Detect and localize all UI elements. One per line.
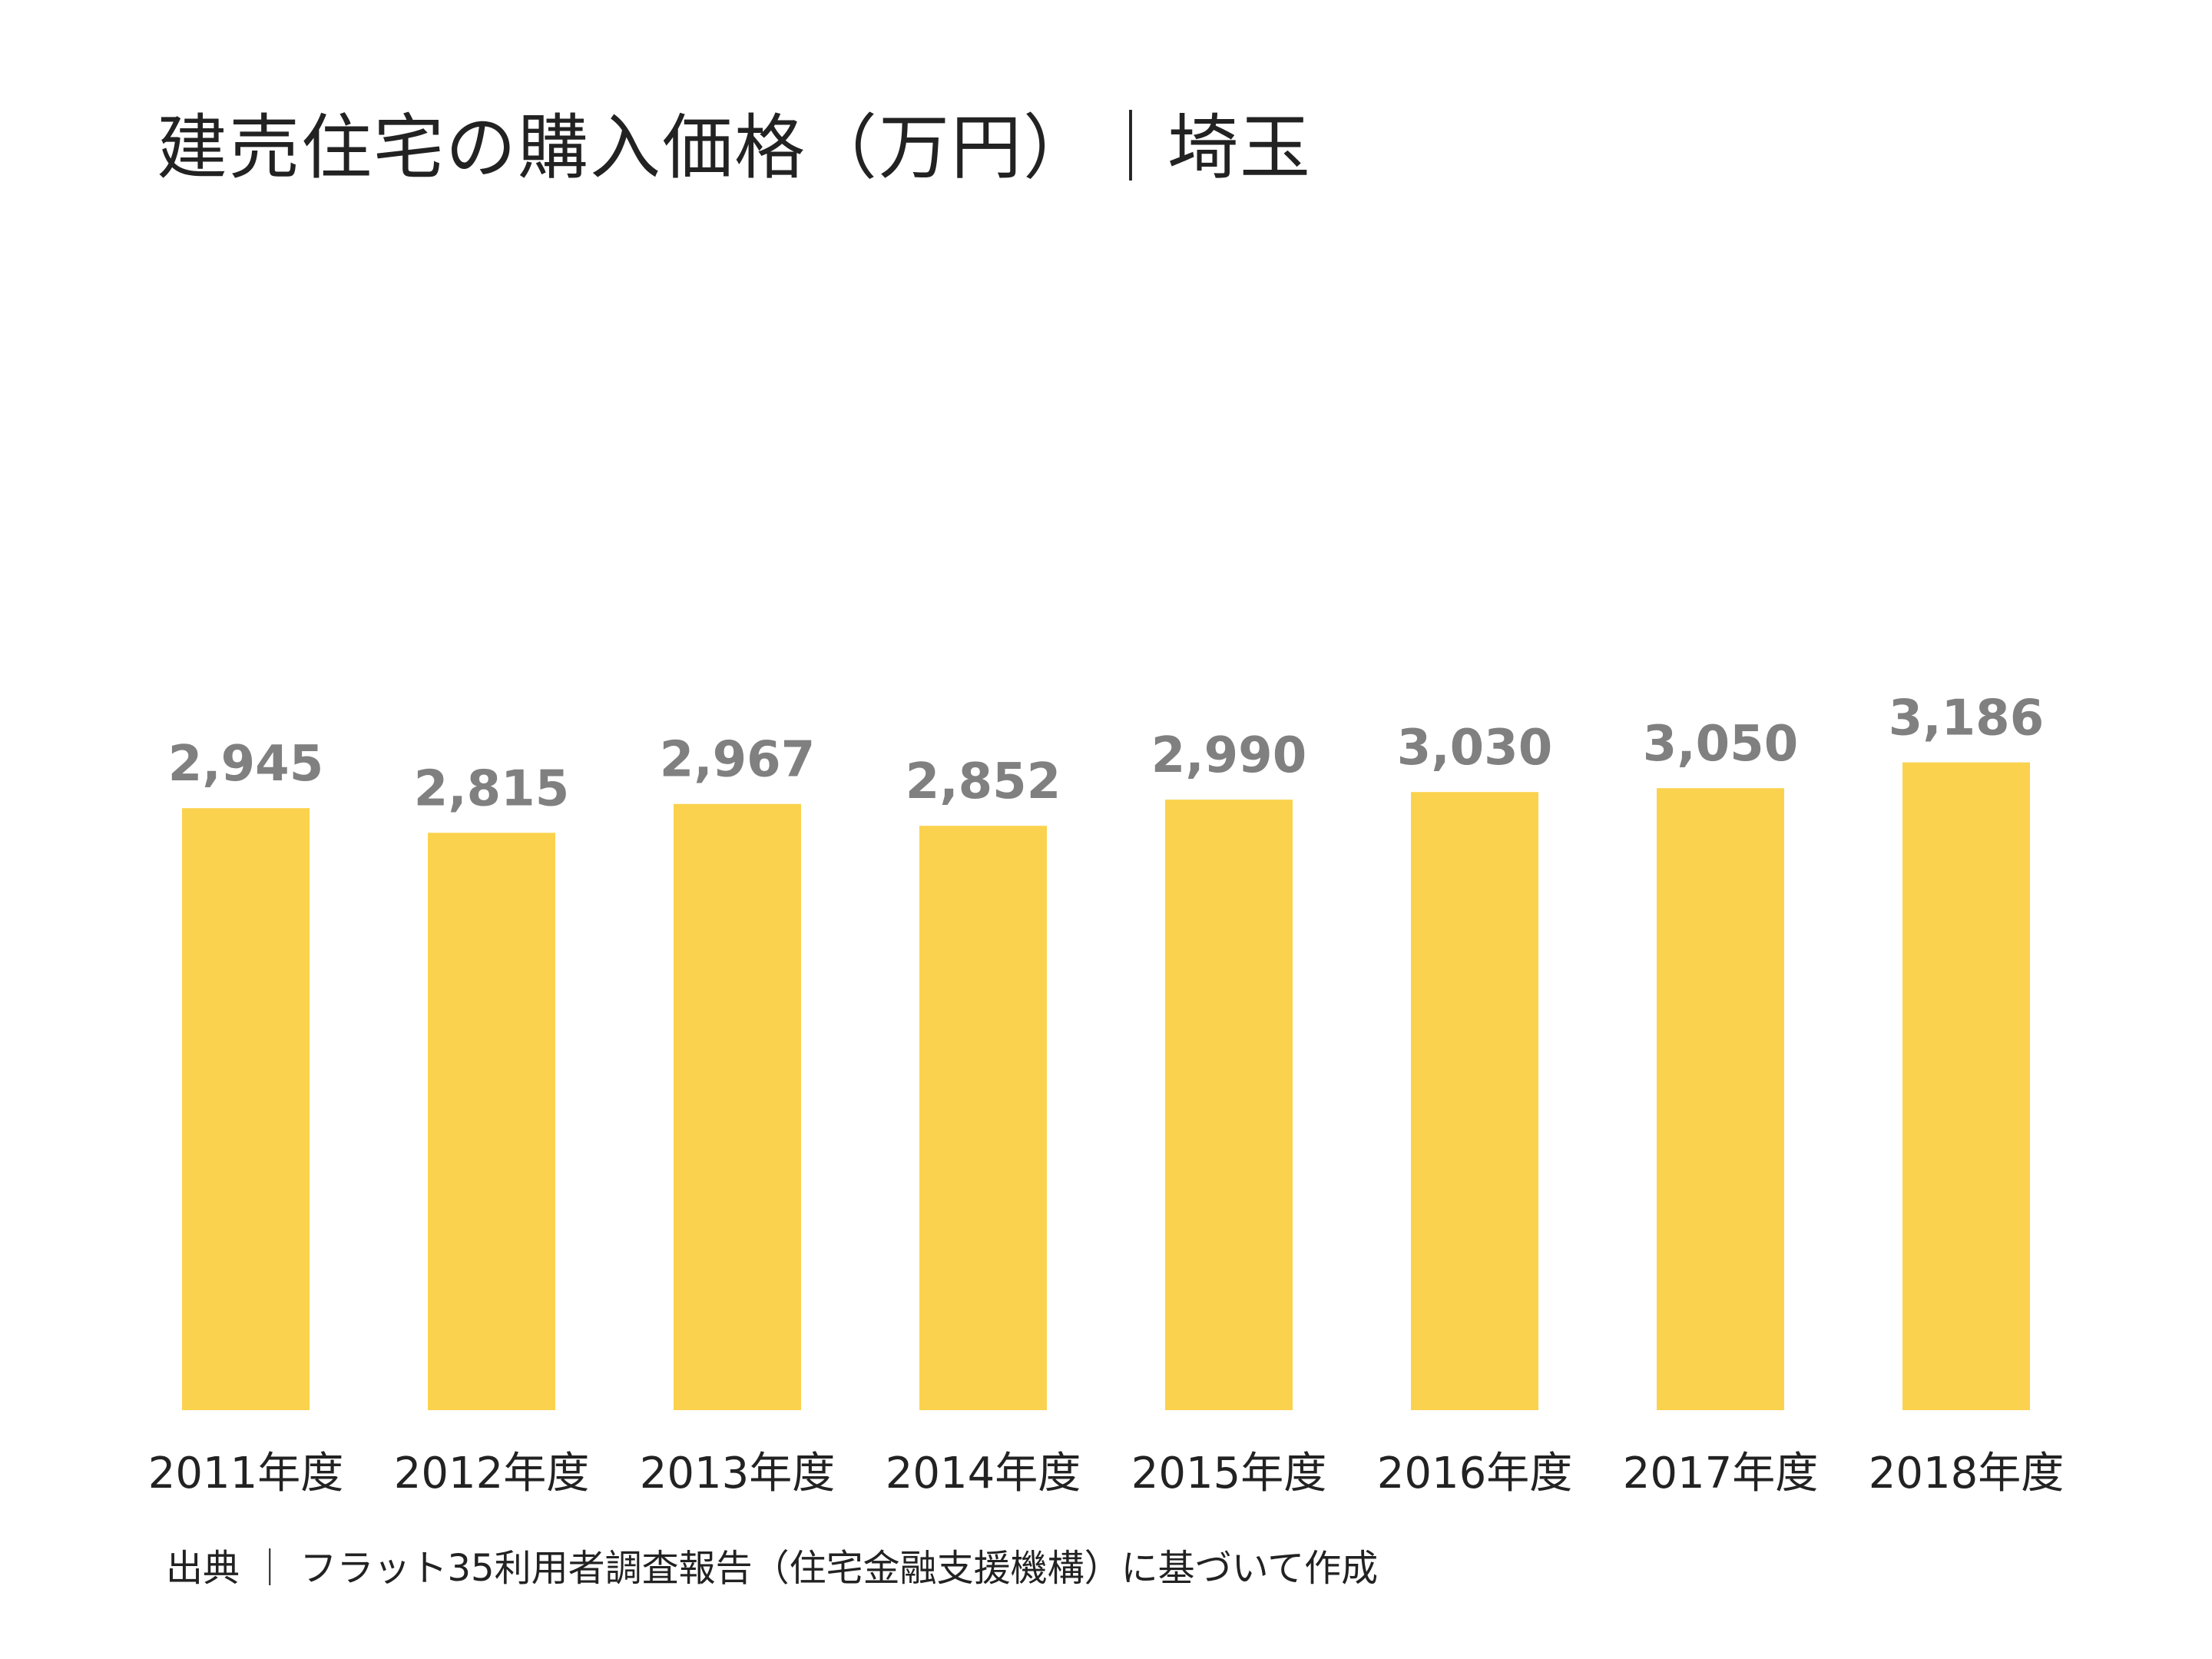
category-label: 2015年度 bbox=[1131, 1449, 1327, 1498]
bar-2012年度 bbox=[428, 833, 555, 1410]
value-label: 2,990 bbox=[1151, 727, 1306, 784]
bar-2018年度 bbox=[1902, 762, 2030, 1410]
bar-2015年度 bbox=[1165, 800, 1293, 1410]
value-label: 2,945 bbox=[168, 736, 323, 793]
category-label: 2013年度 bbox=[640, 1449, 836, 1498]
category-label: 2012年度 bbox=[394, 1449, 590, 1498]
category-label: 2018年度 bbox=[1869, 1449, 2065, 1498]
bar-2011年度 bbox=[182, 808, 310, 1410]
bar-2017年度 bbox=[1657, 788, 1784, 1410]
value-label: 3,050 bbox=[1643, 716, 1798, 773]
bar-2016年度 bbox=[1411, 792, 1538, 1410]
bars-group bbox=[182, 762, 2030, 1410]
value-label: 2,967 bbox=[660, 732, 815, 789]
category-label: 2014年度 bbox=[886, 1449, 1081, 1498]
value-label: 2,852 bbox=[906, 753, 1061, 810]
bar-2014年度 bbox=[919, 826, 1047, 1410]
chart-title: 建売住宅の購入価格（万円）｜埼玉 bbox=[157, 107, 1313, 189]
source-note: 出典 ｜ フラット35利用者調査報告（住宅金融支援機構）に基づいて作成 bbox=[166, 1547, 1379, 1590]
category-labels-group: 2011年度 2012年度 2013年度 2014年度 2015年度 2016年度 2017… bbox=[148, 1449, 2065, 1498]
bar-2013年度 bbox=[674, 803, 801, 1410]
category-label: 2011年度 bbox=[148, 1449, 344, 1498]
value-label: 2,815 bbox=[414, 760, 569, 817]
value-label: 3,186 bbox=[1889, 690, 2044, 747]
category-label: 2016年度 bbox=[1377, 1449, 1573, 1498]
value-labels-group: 2,945 2,815 2,967 2,852 2,990 3,030 3,050 3,186 bbox=[168, 690, 2044, 818]
category-label: 2017年度 bbox=[1623, 1449, 1819, 1498]
value-label: 3,030 bbox=[1397, 720, 1552, 777]
